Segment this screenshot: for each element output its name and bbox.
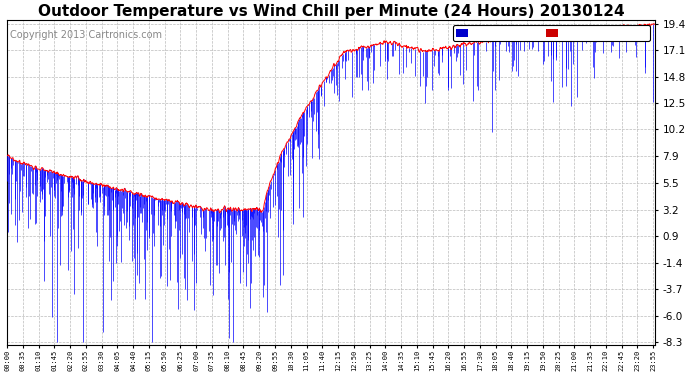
Legend: Wind Chill  (°F), Temperature  (°F): Wind Chill (°F), Temperature (°F) bbox=[453, 25, 650, 41]
Title: Outdoor Temperature vs Wind Chill per Minute (24 Hours) 20130124: Outdoor Temperature vs Wind Chill per Mi… bbox=[38, 4, 624, 19]
Text: Copyright 2013 Cartronics.com: Copyright 2013 Cartronics.com bbox=[10, 30, 162, 40]
